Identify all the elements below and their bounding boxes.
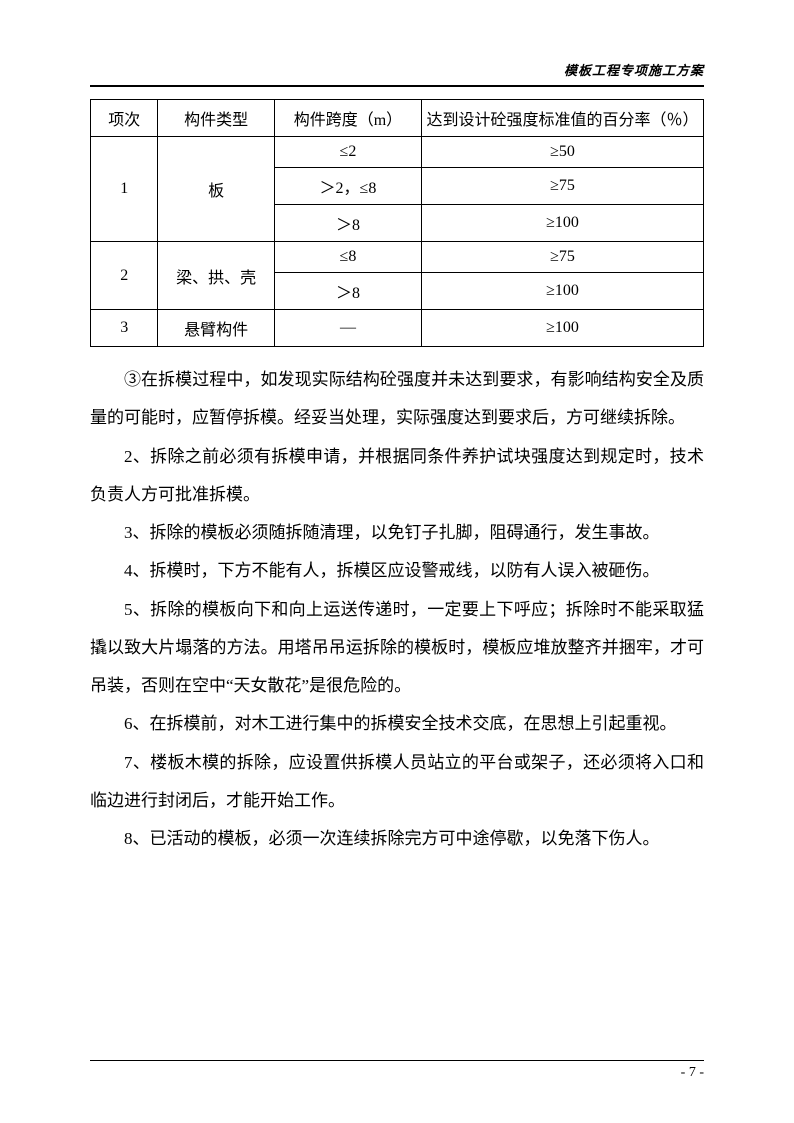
cell-pct: ≥100 (422, 273, 704, 310)
cell-span: ＞8 (274, 273, 421, 310)
cell-seq: 1 (91, 137, 158, 242)
paragraph: 6、在拆模前，对木工进行集中的拆模安全技术交底，在思想上引起重视。 (90, 705, 704, 743)
cell-span: — (274, 310, 421, 347)
body-text: ③在拆模过程中，如发现实际结构砼强度并未达到要求，有影响结构安全及质量的可能时，… (90, 361, 704, 858)
table-header-row: 项次 构件类型 构件跨度（m） 达到设计砼强度标准值的百分率（％） (91, 100, 704, 137)
paragraph: 2、拆除之前必须有拆模申请，并根据同条件养护试块强度达到规定时，技术负责人方可批… (90, 438, 704, 515)
table-body: 1板≤2≥50＞2，≤8≥75＞8≥1002梁、拱、壳≤8≥75＞8≥1003悬… (91, 137, 704, 347)
cell-pct: ≥75 (422, 242, 704, 273)
header-title: 模板工程专项施工方案 (564, 63, 704, 78)
col-span: 构件跨度（m） (274, 100, 421, 137)
strength-table: 项次 构件类型 构件跨度（m） 达到设计砼强度标准值的百分率（％） 1板≤2≥5… (90, 99, 704, 347)
paragraph: 4、拆模时，下方不能有人，拆模区应设警戒线，以防有人误入被砸伤。 (90, 552, 704, 590)
cell-seq: 2 (91, 242, 158, 310)
col-seq: 项次 (91, 100, 158, 137)
table-row: 3悬臂构件—≥100 (91, 310, 704, 347)
table-row: 2梁、拱、壳≤8≥75 (91, 242, 704, 273)
paragraph: 8、已活动的模板，必须一次连续拆除完方可中途停歇，以免落下伤人。 (90, 820, 704, 858)
paragraph: 3、拆除的模板必须随拆随清理，以免钉子扎脚，阻碍通行，发生事故。 (90, 514, 704, 552)
cell-type: 板 (158, 137, 274, 242)
table-row: 1板≤2≥50 (91, 137, 704, 168)
paragraph: ③在拆模过程中，如发现实际结构砼强度并未达到要求，有影响结构安全及质量的可能时，… (90, 361, 704, 438)
cell-type: 悬臂构件 (158, 310, 274, 347)
paragraph: 7、楼板木模的拆除，应设置供拆模人员站立的平台或架子，还必须将入口和临边进行封闭… (90, 744, 704, 821)
col-pct: 达到设计砼强度标准值的百分率（％） (422, 100, 704, 137)
cell-span: ＞2，≤8 (274, 168, 421, 205)
cell-pct: ≥100 (422, 310, 704, 347)
cell-span: ≤2 (274, 137, 421, 168)
paragraph: 5、拆除的模板向下和向上运送传递时，一定要上下呼应；拆除时不能采取猛撬以致大片塌… (90, 591, 704, 706)
page-header: 模板工程专项施工方案 (90, 60, 704, 87)
cell-span: ≤8 (274, 242, 421, 273)
col-type: 构件类型 (158, 100, 274, 137)
cell-span: ＞8 (274, 205, 421, 242)
page-number: - 7 - (681, 1065, 704, 1080)
cell-pct: ≥50 (422, 137, 704, 168)
cell-pct: ≥100 (422, 205, 704, 242)
cell-pct: ≥75 (422, 168, 704, 205)
page-footer: - 7 - (90, 1060, 704, 1081)
cell-seq: 3 (91, 310, 158, 347)
cell-type: 梁、拱、壳 (158, 242, 274, 310)
